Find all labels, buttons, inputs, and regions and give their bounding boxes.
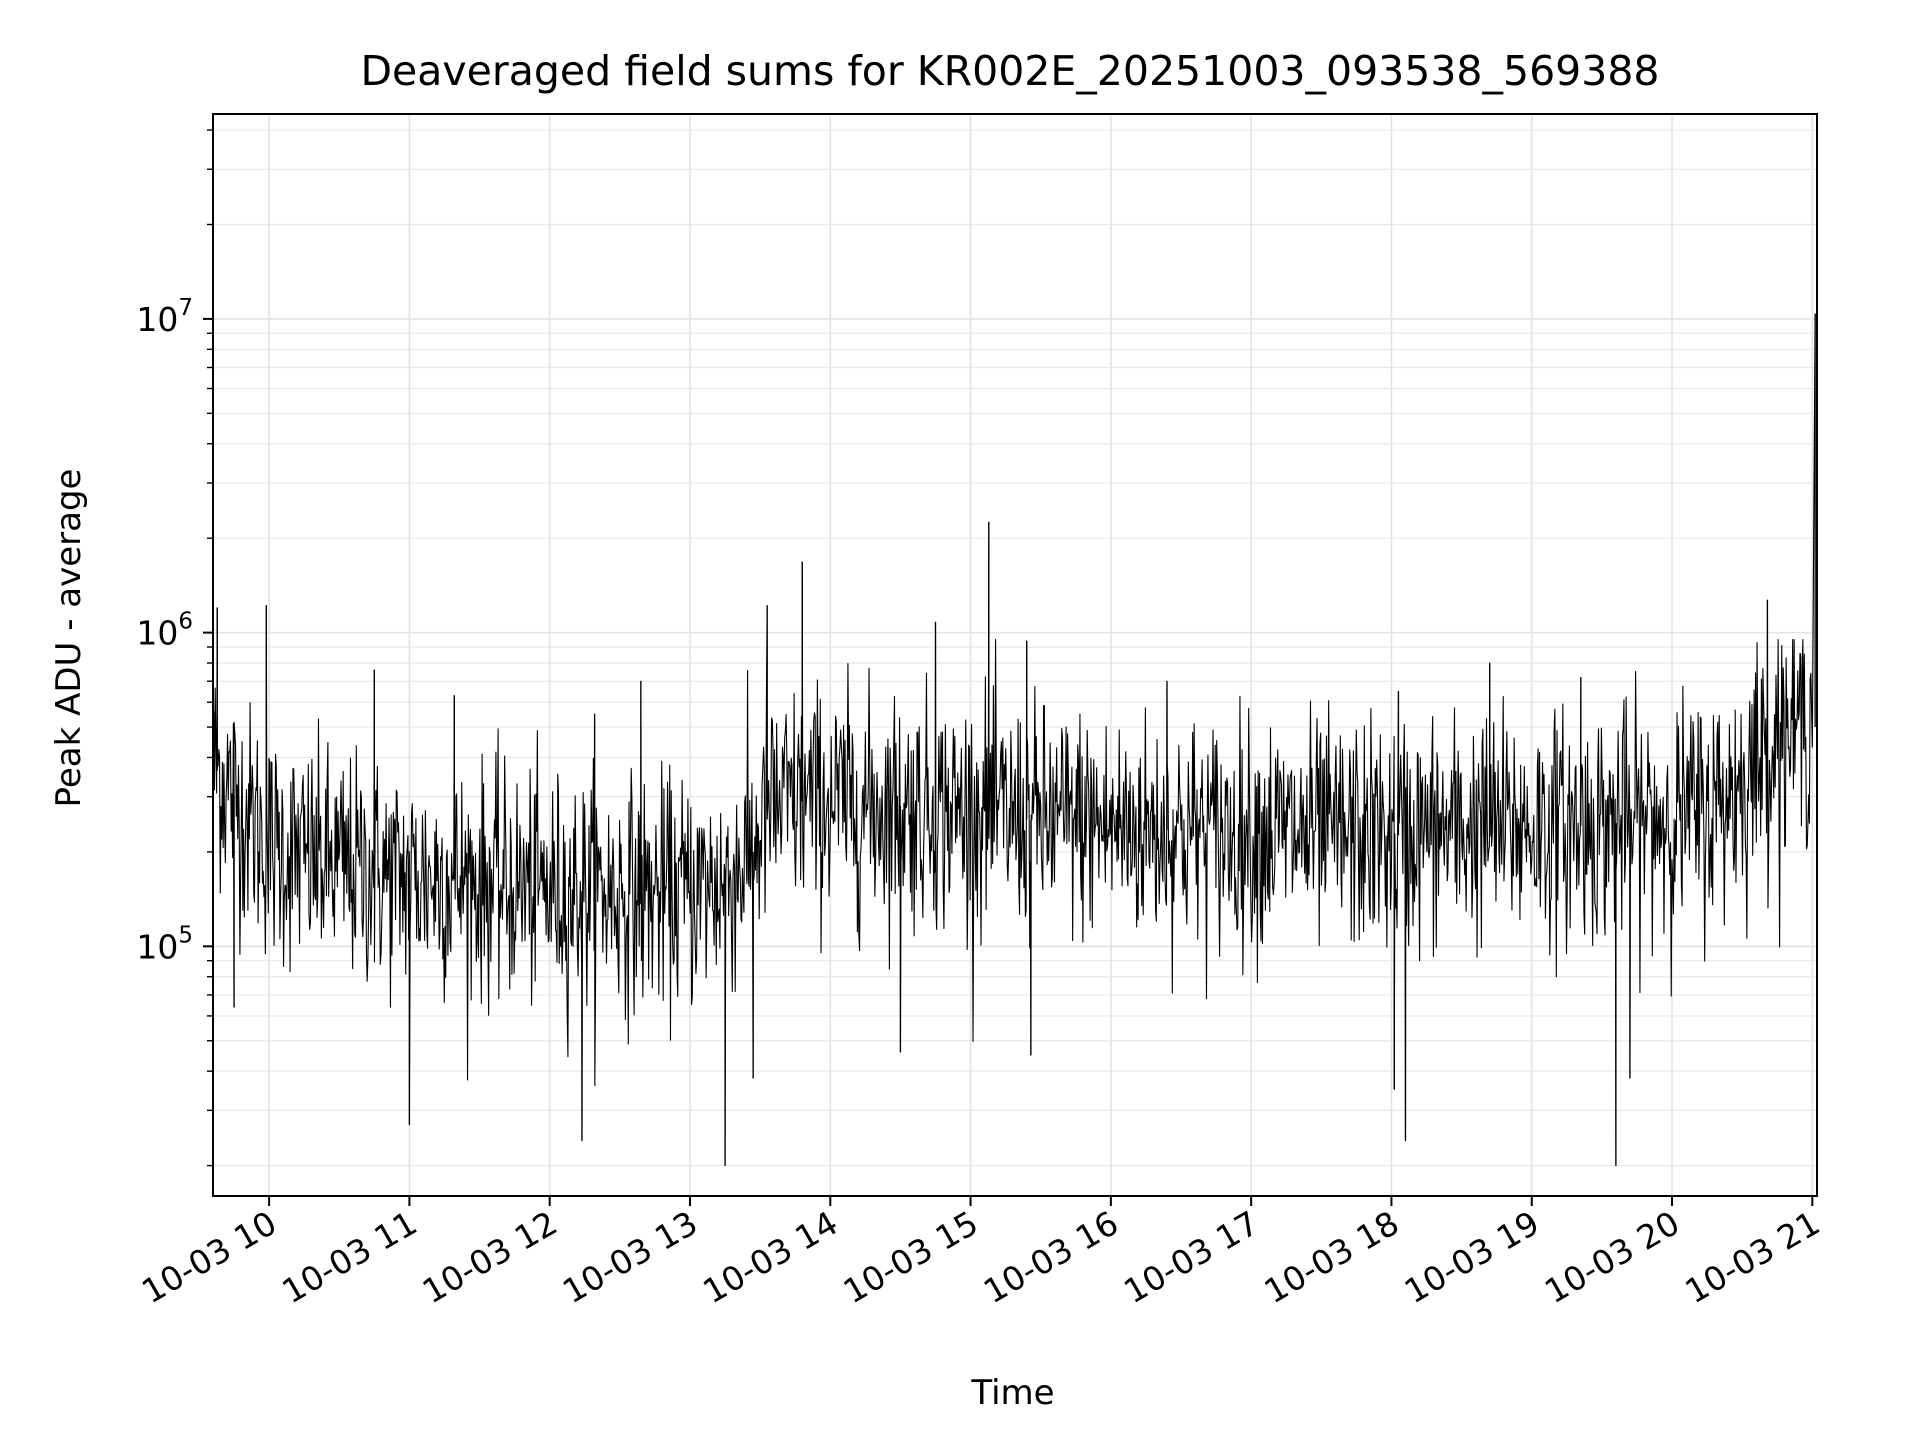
x-axis-label: Time — [970, 1373, 1054, 1413]
series-line — [212, 313, 1816, 1167]
y-tick-label: 106 — [136, 609, 193, 653]
y-tick-base: 10 — [136, 927, 178, 966]
chart-title: Deaveraged field sums for KR002E_2025100… — [360, 47, 1659, 95]
plot-area — [212, 113, 1818, 1197]
y-tick-base: 10 — [136, 300, 178, 339]
y-axis-label: Peak ADU - average — [49, 469, 89, 808]
y-tick-exponent: 6 — [178, 609, 193, 635]
data-layer — [212, 313, 1816, 1167]
plot-frame — [212, 113, 1818, 1197]
y-tick-exponent: 5 — [178, 922, 193, 948]
y-tick-label: 107 — [136, 295, 193, 339]
y-tick-exponent: 7 — [178, 295, 193, 321]
y-tick-base: 10 — [136, 614, 178, 653]
y-tick-label: 105 — [136, 922, 193, 966]
